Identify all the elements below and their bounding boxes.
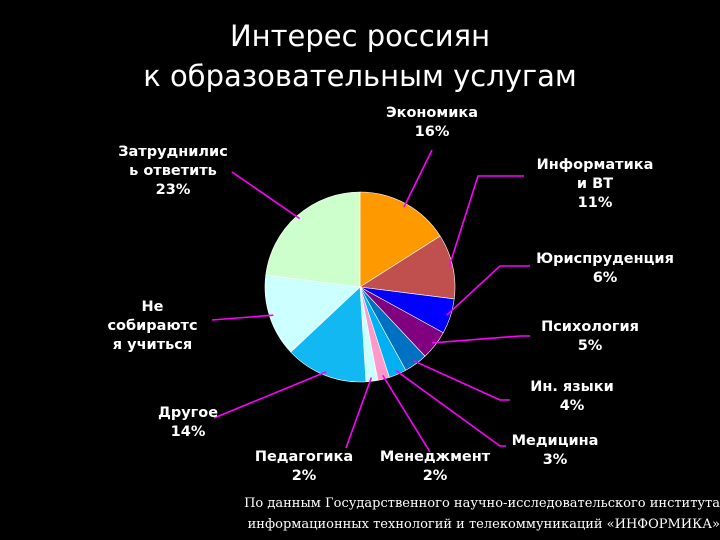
slice-label-line: ь ответить [129,163,217,179]
slice-label-line: 2% [291,468,317,484]
pie-slice-11 [265,191,361,288]
slice-label-line: 23% [155,182,191,198]
pie-slice-9 [290,286,367,383]
pie-slice-10 [264,274,361,353]
slice-label-10: Не собираютс я учиться [100,298,205,355]
slice-label-line: 5% [577,338,603,354]
slice-label-line: Медицина [511,433,599,449]
slice-label-line: Ин. языки [530,379,614,395]
slice-label-line: Информатика [536,157,654,173]
slice-label-line: 14% [170,424,206,440]
slice-label-line: я учиться [112,337,193,353]
leader-line-1 [403,149,433,208]
slice-label-line: и ВТ [576,176,614,192]
chart-title-line-1: Интерес россиян [229,19,491,53]
slice-label-line: Не [141,299,164,315]
slice-label-11: Затруднилис ь ответить 23% [108,143,238,200]
slice-label-line: Менеджмент [379,449,491,465]
leader-line-3 [446,265,530,316]
chart-title-line-2: к образовательным услугам [143,59,577,93]
slice-label-line: Психология [541,319,639,335]
source-note-line-2: информационных технологий и телекоммуник… [247,517,720,532]
slice-label-line: 4% [559,398,585,414]
slice-label-line: 16% [414,124,450,140]
slice-label-line: 6% [592,270,618,286]
leader-line-8 [345,377,373,449]
leader-line-10 [211,314,274,321]
leader-line-5 [413,360,510,401]
slice-label-5: Ин. языки 4% [512,378,632,416]
slice-label-1: Экономика 16% [372,104,492,142]
source-note-line-1: По данным Государственного научно-исслед… [244,496,720,511]
slice-label-2: Информатика и ВТ 11% [524,156,666,213]
slice-label-6: Медицина 3% [500,432,610,470]
leader-line-7 [382,374,431,453]
slice-label-line: Педагогика [254,449,354,465]
slice-label-4: Психология 5% [530,318,650,356]
leader-line-9 [213,371,327,419]
slice-label-8: Педагогика 2% [248,448,360,486]
slice-label-line: 3% [542,452,568,468]
leader-line-4 [432,335,530,344]
leader-line-2 [448,175,524,268]
slice-label-line: Юриспруденция [536,251,674,267]
pie-slice-2 [359,235,456,300]
slice-label-line: 11% [577,195,613,211]
slice-label-9: Другое 14% [138,404,238,442]
slice-label-3: Юриспруденция 6% [530,250,680,288]
leader-line-11 [231,171,301,220]
slice-label-7: Менеджмент 2% [376,448,494,486]
slice-label-line: Другое [157,405,219,421]
slice-label-line: 2% [422,468,448,484]
slice-label-line: Затруднилис [118,144,228,160]
leader-line-6 [395,370,506,447]
slice-label-line: собираютс [107,318,198,334]
slice-label-line: Экономика [385,105,479,121]
